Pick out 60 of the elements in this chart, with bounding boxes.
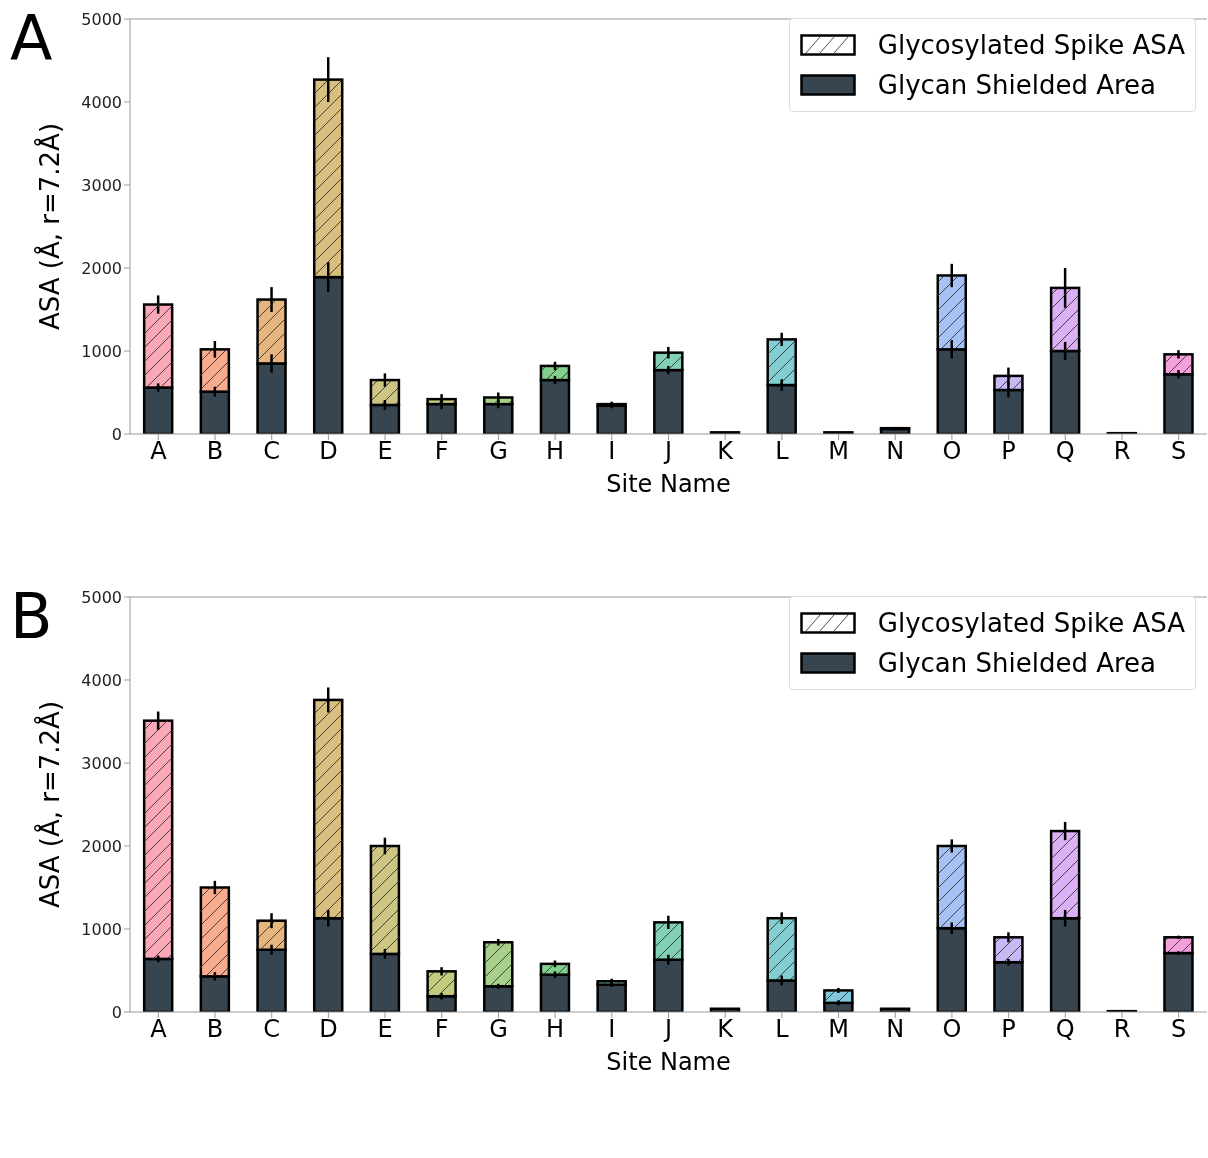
x-tick-label: P <box>1001 1015 1016 1044</box>
y-tick-label: 0 <box>111 424 122 444</box>
x-tick-label: F <box>434 437 449 466</box>
y-tick-label: 4000 <box>81 670 122 690</box>
legend-label: Glycan Shielded Area <box>877 648 1157 678</box>
y-tick-label: 3000 <box>81 175 122 195</box>
x-tick-label: G <box>489 437 508 466</box>
x-tick-label: G <box>489 1015 508 1044</box>
x-tick-label: O <box>942 1015 962 1044</box>
y-tick-label: 2000 <box>81 836 122 856</box>
x-tick-label: A <box>150 437 168 466</box>
x-tick-label: A <box>150 1015 168 1044</box>
x-tick-label: E <box>377 437 393 466</box>
x-tick-label: F <box>434 1015 449 1044</box>
x-tick-label: D <box>319 437 338 466</box>
y-tick-label: 3000 <box>81 753 122 773</box>
x-tick-label: C <box>263 437 281 466</box>
y-tick-label: 0 <box>111 1002 122 1022</box>
legend-label: Glycosylated Spike ASA <box>877 30 1185 60</box>
x-tick-label: C <box>263 1015 281 1044</box>
y-axis-title: ASA (Å, r=7.2Å) <box>34 122 66 331</box>
y-tick-label: 4000 <box>81 92 122 112</box>
x-tick-label: H <box>546 1015 565 1044</box>
x-tick-label: B <box>206 1015 224 1044</box>
x-tick-label: L <box>775 437 790 466</box>
x-tick-label: P <box>1001 437 1016 466</box>
x-tick-label: J <box>662 1015 673 1044</box>
x-tick-label: L <box>775 1015 790 1044</box>
y-tick-label: 1000 <box>81 341 122 361</box>
x-tick-label: K <box>717 437 735 466</box>
text: B <box>10 580 53 653</box>
x-tick-label: Q <box>1055 437 1075 466</box>
x-tick-label: O <box>942 437 962 466</box>
x-tick-label: H <box>546 437 565 466</box>
y-tick-label: 2000 <box>81 258 122 278</box>
x-tick-label: S <box>1171 1015 1187 1044</box>
legend-label: Glycan Shielded Area <box>877 70 1157 100</box>
y-axis-title: ASA (Å, r=7.2Å) <box>34 700 66 909</box>
x-tick-label: N <box>886 437 905 466</box>
legend-label: Glycosylated Spike ASA <box>877 608 1185 638</box>
x-tick-label: S <box>1171 437 1187 466</box>
y-tick-label: 1000 <box>81 919 122 939</box>
x-tick-label: I <box>608 437 616 466</box>
x-tick-label: R <box>1113 437 1131 466</box>
x-tick-label: I <box>608 1015 616 1044</box>
x-tick-label: M <box>828 437 849 466</box>
text: A <box>10 2 53 75</box>
x-axis-title: Site Name <box>606 1048 731 1076</box>
x-tick-label: N <box>886 1015 905 1044</box>
x-tick-label: Q <box>1055 1015 1075 1044</box>
x-tick-label: E <box>377 1015 393 1044</box>
x-tick-label: B <box>206 437 224 466</box>
x-tick-label: R <box>1113 1015 1131 1044</box>
x-axis-title: Site Name <box>606 470 731 498</box>
x-tick-label: J <box>662 437 673 466</box>
x-tick-label: D <box>319 1015 338 1044</box>
x-tick-label: K <box>717 1015 735 1044</box>
y-tick-label: 5000 <box>81 587 122 607</box>
x-tick-label: M <box>828 1015 849 1044</box>
y-tick-label: 5000 <box>81 9 122 29</box>
